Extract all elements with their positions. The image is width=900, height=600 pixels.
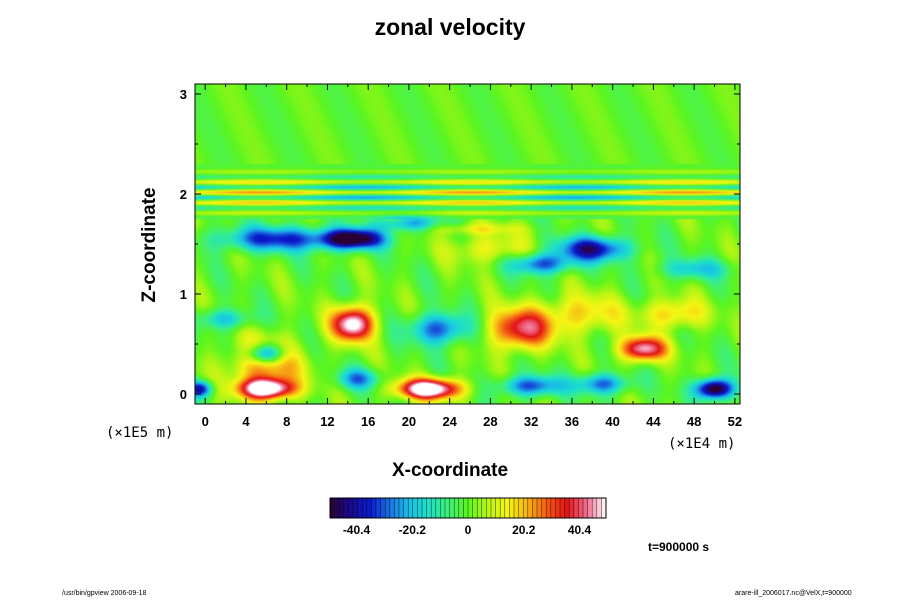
colorbar-segment	[371, 498, 377, 518]
colorbar-segment	[431, 498, 437, 518]
colorbar-segment	[463, 498, 469, 518]
colorbar-segment	[440, 498, 446, 518]
colorbar-segment	[518, 498, 524, 518]
colorbar-segment	[500, 498, 506, 518]
colorbar-segment	[417, 498, 423, 518]
chart-title: zonal velocity	[374, 14, 526, 40]
x-tick-label: 48	[687, 414, 701, 429]
colorbar-segment	[403, 498, 409, 518]
colorbar-segment	[592, 498, 598, 518]
colorbar-segment	[527, 498, 533, 518]
colorbar-segment	[596, 498, 602, 518]
colorbar-segment	[412, 498, 418, 518]
colorbar-segment	[541, 498, 547, 518]
colorbar-segment	[454, 498, 460, 518]
colorbar-segment	[422, 498, 428, 518]
colorbar-segment	[362, 498, 368, 518]
colorbar-tick-label: 40.4	[568, 523, 592, 537]
colorbar-segment	[339, 498, 345, 518]
colorbar-segment	[504, 498, 510, 518]
colorbar-segment	[477, 498, 483, 518]
x-tick-label: 36	[565, 414, 579, 429]
x-tick-label: 24	[442, 414, 457, 429]
colorbar-segment	[537, 498, 543, 518]
colorbar-segment	[394, 498, 400, 518]
colorbar-segment	[458, 498, 464, 518]
x-tick-label: 28	[483, 414, 497, 429]
colorbar-segment	[583, 498, 589, 518]
colorbar-segment	[601, 498, 607, 518]
colorbar-segment	[550, 498, 556, 518]
y-tick-label: 0	[180, 387, 187, 402]
colorbar-segment	[380, 498, 386, 518]
colorbar-segment	[389, 498, 395, 518]
x-tick-label: 4	[242, 414, 250, 429]
y-scale-label: (×1E5 m)	[106, 425, 174, 441]
colorbar-segment	[468, 498, 474, 518]
colorbar-tick-label: 20.2	[512, 523, 536, 537]
colorbar-segment	[330, 498, 336, 518]
colorbar-tick-label: 0	[465, 523, 472, 537]
y-tick-label: 2	[180, 187, 187, 202]
y-tick-label: 1	[180, 287, 187, 302]
colorbar-segment	[385, 498, 391, 518]
x-tick-label: 20	[402, 414, 416, 429]
colorbar-segment	[495, 498, 501, 518]
colorbar-segment	[376, 498, 382, 518]
x-axis-label: X-coordinate	[391, 460, 509, 481]
colorbar-tick-label: -20.2	[399, 523, 427, 537]
colorbar-segment	[491, 498, 497, 518]
x-tick-label: 8	[283, 414, 290, 429]
colorbar-segment	[472, 498, 478, 518]
colorbar-segment	[366, 498, 372, 518]
colorbar-segment	[353, 498, 359, 518]
colorbar-segment	[334, 498, 340, 518]
x-tick-label: 40	[605, 414, 619, 429]
y-tick-label: 3	[180, 87, 187, 102]
colorbar-segment	[555, 498, 561, 518]
x-tick-label: 44	[646, 414, 661, 429]
colorbar-segment	[514, 498, 520, 518]
colorbar-segment	[509, 498, 515, 518]
x-tick-label: 16	[361, 414, 375, 429]
x-tick-label: 12	[320, 414, 334, 429]
x-tick-label: 52	[728, 414, 742, 429]
colorbar-segment	[481, 498, 487, 518]
colorbar-segment	[343, 498, 349, 518]
x-scale-label: (×1E4 m)	[668, 436, 736, 452]
colorbar-segment	[399, 498, 405, 518]
colorbar-tick-label: -40.4	[343, 523, 371, 537]
colorbar-segment	[426, 498, 432, 518]
colorbar-segment	[546, 498, 552, 518]
colorbar-segment	[573, 498, 579, 518]
colorbar-segment	[564, 498, 570, 518]
heatmap-field	[195, 84, 740, 404]
x-tick-label: 32	[524, 414, 538, 429]
time-label: t=900000 s	[648, 540, 710, 554]
colorbar-segment	[560, 498, 566, 518]
colorbar-segment	[449, 498, 455, 518]
colorbar-segment	[348, 498, 354, 518]
colorbar-segment	[408, 498, 414, 518]
colorbar-segment	[569, 498, 575, 518]
x-tick-label: 0	[202, 414, 209, 429]
footer-right: arare-ill_2006017.nc@VelX,t=900000	[735, 590, 852, 597]
colorbar-segment	[357, 498, 363, 518]
colorbar-segment	[587, 498, 593, 518]
colorbar-frame	[329, 497, 607, 519]
colorbar-segment	[523, 498, 529, 518]
footer-left: /usr/bin/gpview 2006-09-18	[62, 590, 147, 597]
colorbar-segment	[532, 498, 538, 518]
colorbar-segment	[486, 498, 492, 518]
colorbar-segment	[578, 498, 584, 518]
colorbar-segment	[435, 498, 441, 518]
colorbar-segment	[445, 498, 451, 518]
